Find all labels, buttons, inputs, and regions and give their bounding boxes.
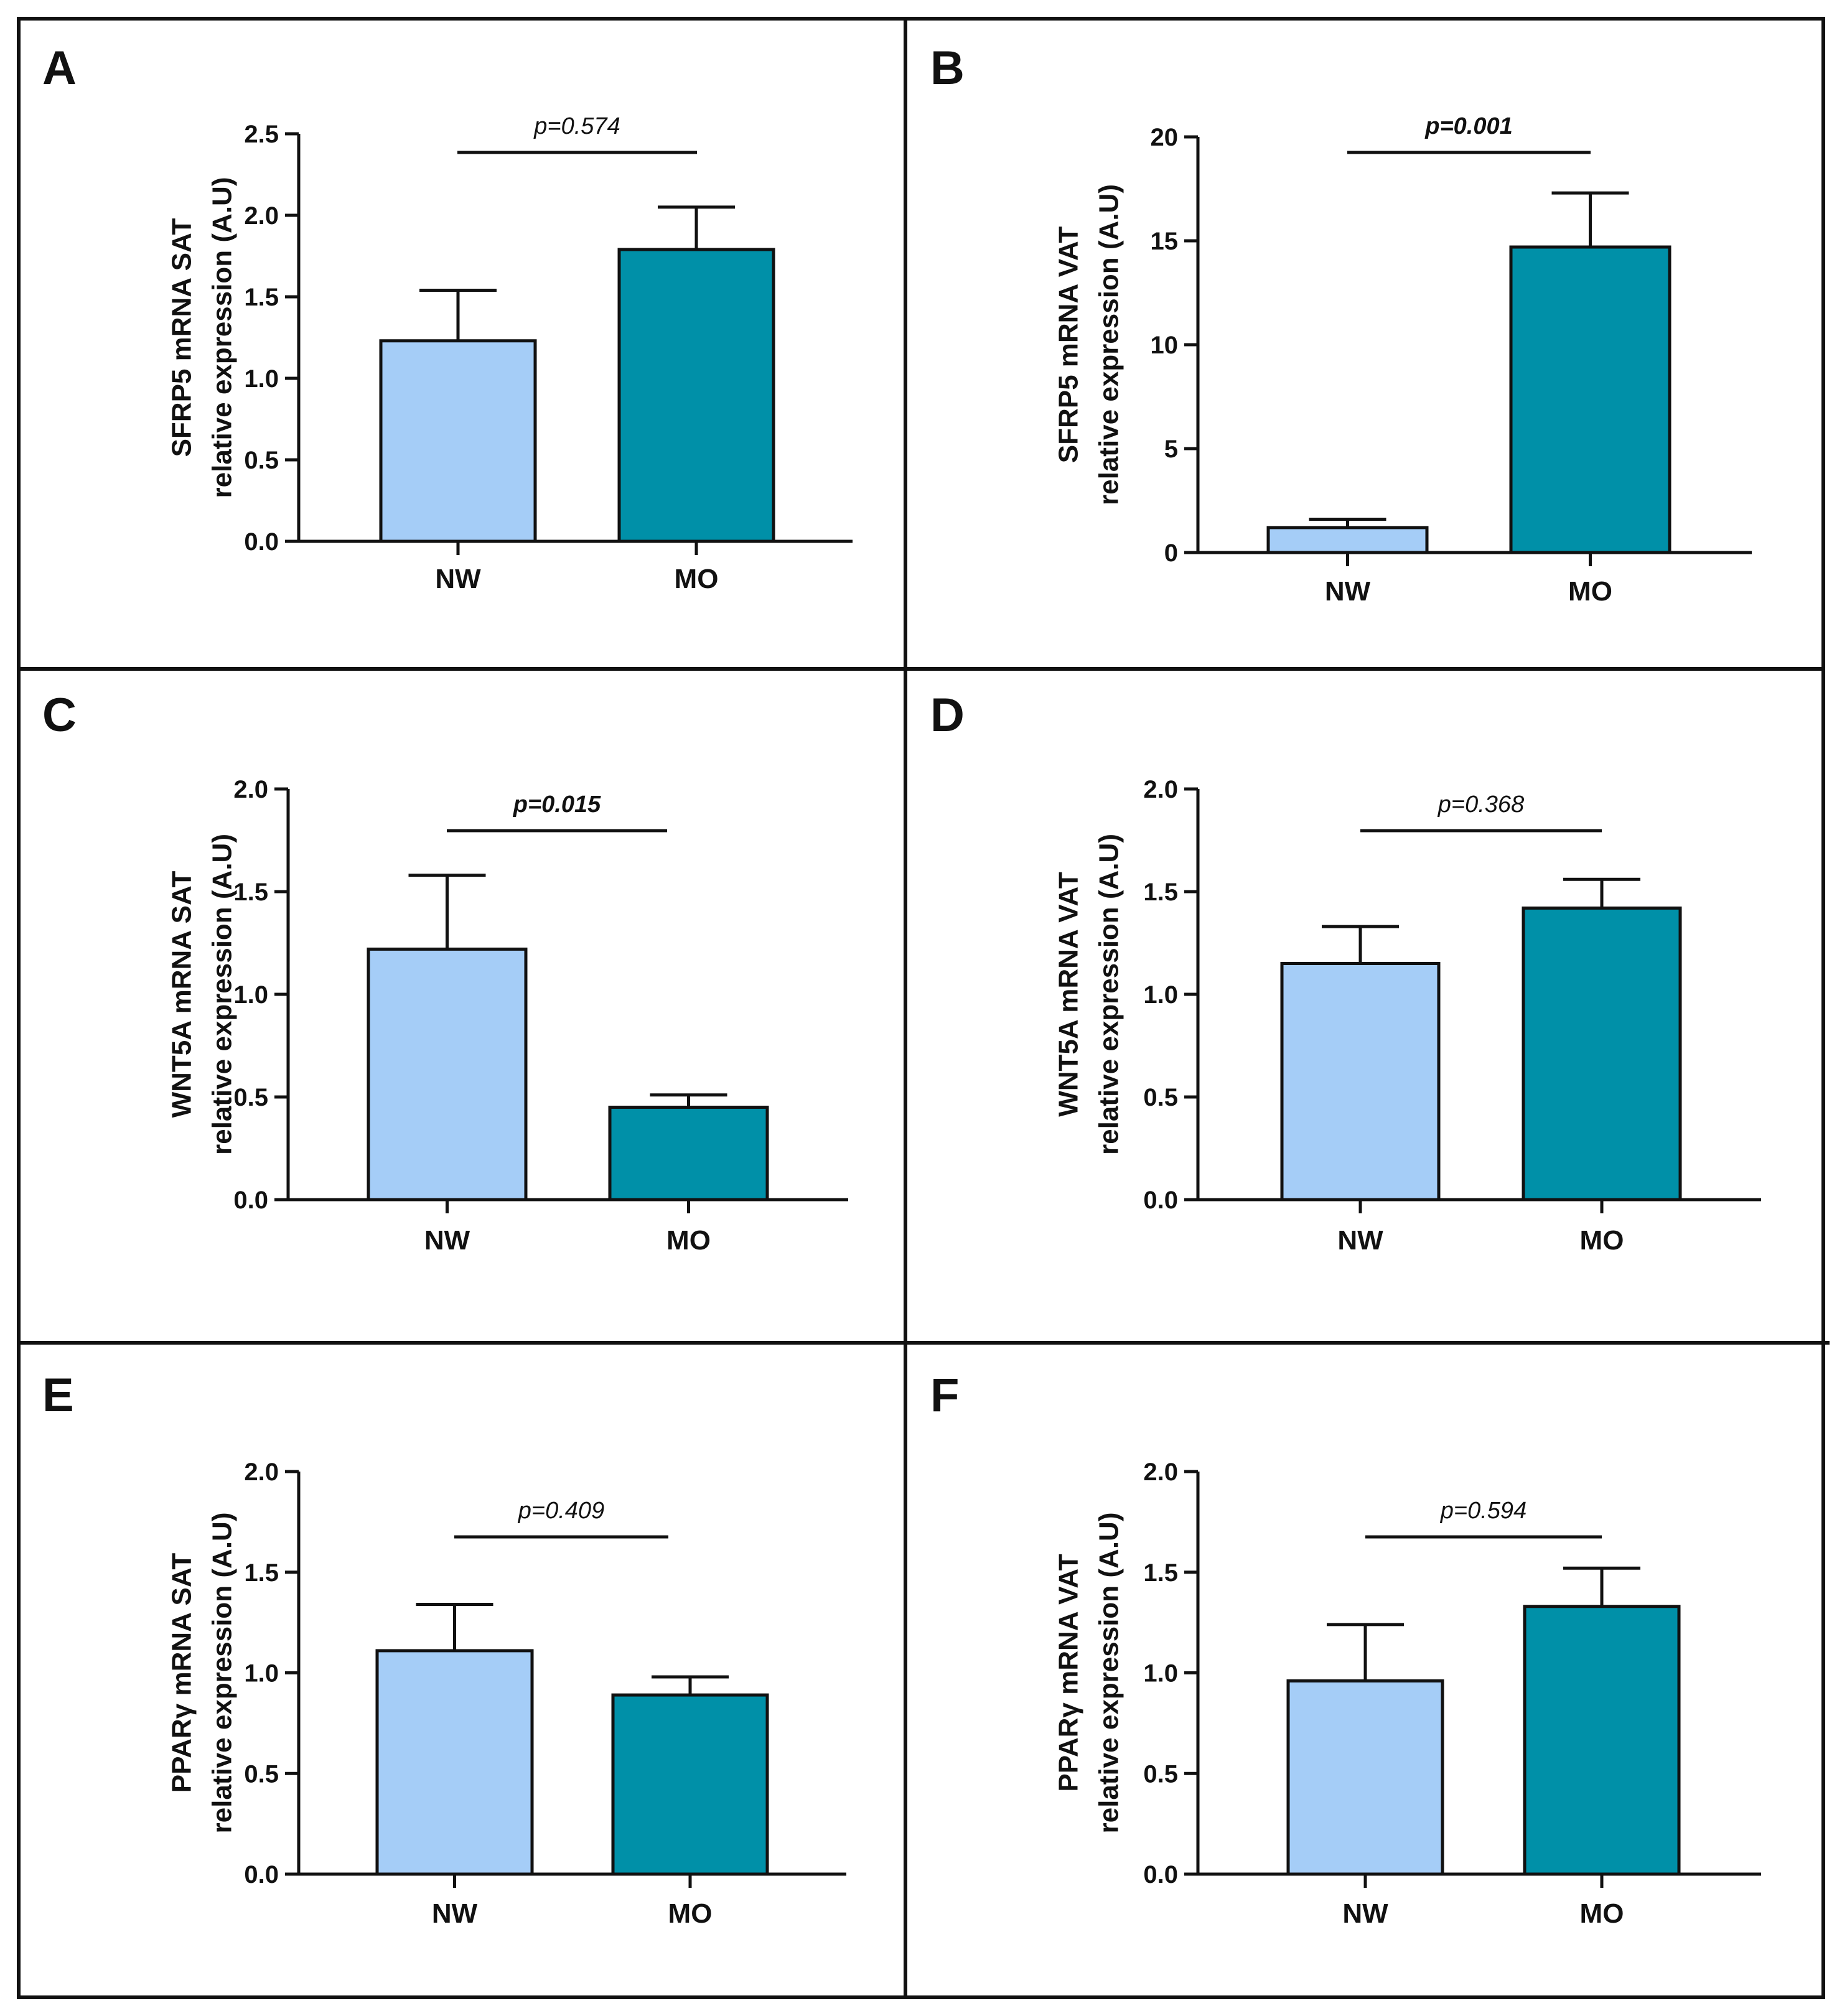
x-tick-label-nw: NW <box>435 564 481 594</box>
bar-nw <box>367 947 528 1202</box>
bar-nw <box>379 339 537 543</box>
bar-mo <box>1509 245 1671 554</box>
y-axis-title-line1: PPARγ mRNA VAT <box>1054 1554 1084 1791</box>
bar-nw <box>375 1649 534 1876</box>
y-tick-label: 1.0 <box>233 981 268 1009</box>
y-axis-title-line2: relative expression (A.U) <box>1094 1513 1124 1834</box>
y-tick-label: 1.5 <box>1143 1559 1178 1587</box>
y-tick-label: 0.0 <box>1143 1861 1178 1888</box>
panel-a: A SFRP5 mRNA SAT relative expression (A.… <box>42 42 853 594</box>
y-tick-label: 1.0 <box>244 365 279 393</box>
y-tick-label: 2.5 <box>244 121 279 148</box>
y-tick-label: 2.0 <box>244 202 279 230</box>
bar-mo <box>608 1106 769 1202</box>
bar-mo <box>1522 906 1682 1202</box>
y-tick-label: 20 <box>1151 124 1179 151</box>
p-value-label: p=0.015 <box>513 791 601 818</box>
y-axis-title-line2: relative expression (A.U) <box>1094 184 1124 505</box>
y-tick-label: 0.5 <box>244 1760 279 1788</box>
y-axis-title-line1: WNT5A mRNA VAT <box>1054 872 1084 1117</box>
bar-nw <box>1266 526 1429 554</box>
panel-f: F PPARγ mRNA VAT relative expression (A.… <box>930 1369 1761 1929</box>
panel-c: C WNT5A mRNA SAT relative expression (A.… <box>42 689 848 1256</box>
y-tick-label: 10 <box>1151 332 1179 359</box>
y-tick-label: 15 <box>1151 228 1179 255</box>
y-tick-label: 0.0 <box>233 1187 268 1214</box>
y-axis-title-line1: SFRP5 mRNA VAT <box>1054 226 1084 464</box>
panel-b: B SFRP5 mRNA VAT relative expression (A.… <box>930 42 1752 607</box>
x-tick-label-nw: NW <box>1337 1225 1383 1256</box>
p-value-label: p=0.368 <box>1438 791 1524 818</box>
p-value-label: p=0.001 <box>1424 113 1513 139</box>
p-value-label: p=0.409 <box>518 1498 604 1524</box>
bar-mo <box>1523 1605 1681 1876</box>
y-axis-title-line1: WNT5A mRNA SAT <box>167 870 197 1118</box>
p-value-label: p=0.574 <box>533 113 620 139</box>
y-tick-label: 2.0 <box>1143 776 1178 803</box>
x-tick-label-mo: MO <box>668 1898 713 1929</box>
panel-letter: D <box>930 689 965 742</box>
y-tick-label: 0.5 <box>233 1084 268 1111</box>
figure-border <box>17 17 1825 1999</box>
x-tick-label-mo: MO <box>675 564 719 594</box>
panel-letter: B <box>930 42 965 95</box>
panel-letter: E <box>42 1369 74 1422</box>
y-tick-label: 0.0 <box>244 1861 279 1888</box>
y-tick-label: 1.5 <box>244 1559 279 1587</box>
y-axis-title-line2: relative expression (A.U) <box>1094 834 1124 1155</box>
y-axis-title-line2: relative expression (A.U) <box>207 177 238 498</box>
x-tick-label-mo: MO <box>1568 576 1612 607</box>
bar-mo <box>617 248 775 543</box>
panel-e: E PPARγ mRNA SAT relative expression (A.… <box>42 1369 846 1929</box>
x-tick-label-mo: MO <box>1580 1225 1624 1256</box>
y-axis-title-line2: relative expression (A.U) <box>207 834 238 1155</box>
y-tick-label: 0.5 <box>244 447 279 474</box>
panel-letter: A <box>42 42 77 95</box>
y-tick-label: 1.0 <box>244 1660 279 1687</box>
y-tick-label: 0.0 <box>244 528 279 556</box>
y-tick-label: 1.5 <box>1143 879 1178 906</box>
panel-d: D WNT5A mRNA VAT relative expression (A.… <box>930 689 1761 1256</box>
y-tick-label: 2.0 <box>233 776 268 803</box>
y-tick-label: 1.0 <box>1143 1660 1178 1687</box>
x-tick-label-nw: NW <box>1342 1898 1388 1929</box>
y-tick-label: 1.5 <box>244 284 279 311</box>
y-tick-label: 0 <box>1164 539 1178 567</box>
panel-letter: C <box>42 689 77 742</box>
panel-letter: F <box>930 1369 959 1422</box>
y-axis-title-line1: SFRP5 mRNA SAT <box>167 218 197 457</box>
y-axis-title-line2: relative expression (A.U) <box>207 1513 238 1834</box>
y-tick-label: 1.5 <box>233 879 268 906</box>
bar-mo <box>611 1693 769 1876</box>
x-tick-label-mo: MO <box>1580 1898 1624 1929</box>
x-tick-label-nw: NW <box>1325 576 1371 607</box>
y-tick-label: 2.0 <box>244 1458 279 1486</box>
y-tick-label: 1.0 <box>1143 981 1178 1009</box>
bar-nw <box>1280 962 1441 1202</box>
panel-grid <box>17 17 1830 1999</box>
y-axis-title-line1: PPARγ mRNA SAT <box>167 1553 197 1793</box>
x-tick-label-nw: NW <box>432 1898 478 1929</box>
p-value-label: p=0.594 <box>1440 1498 1526 1524</box>
bar-nw <box>1286 1679 1444 1876</box>
y-tick-label: 0.0 <box>1143 1187 1178 1214</box>
y-tick-label: 0.5 <box>1143 1760 1178 1788</box>
y-tick-label: 0.5 <box>1143 1084 1178 1111</box>
y-tick-label: 5 <box>1164 436 1178 463</box>
y-tick-label: 2.0 <box>1143 1458 1178 1486</box>
x-tick-label-nw: NW <box>424 1225 470 1256</box>
x-tick-label-mo: MO <box>666 1225 711 1256</box>
